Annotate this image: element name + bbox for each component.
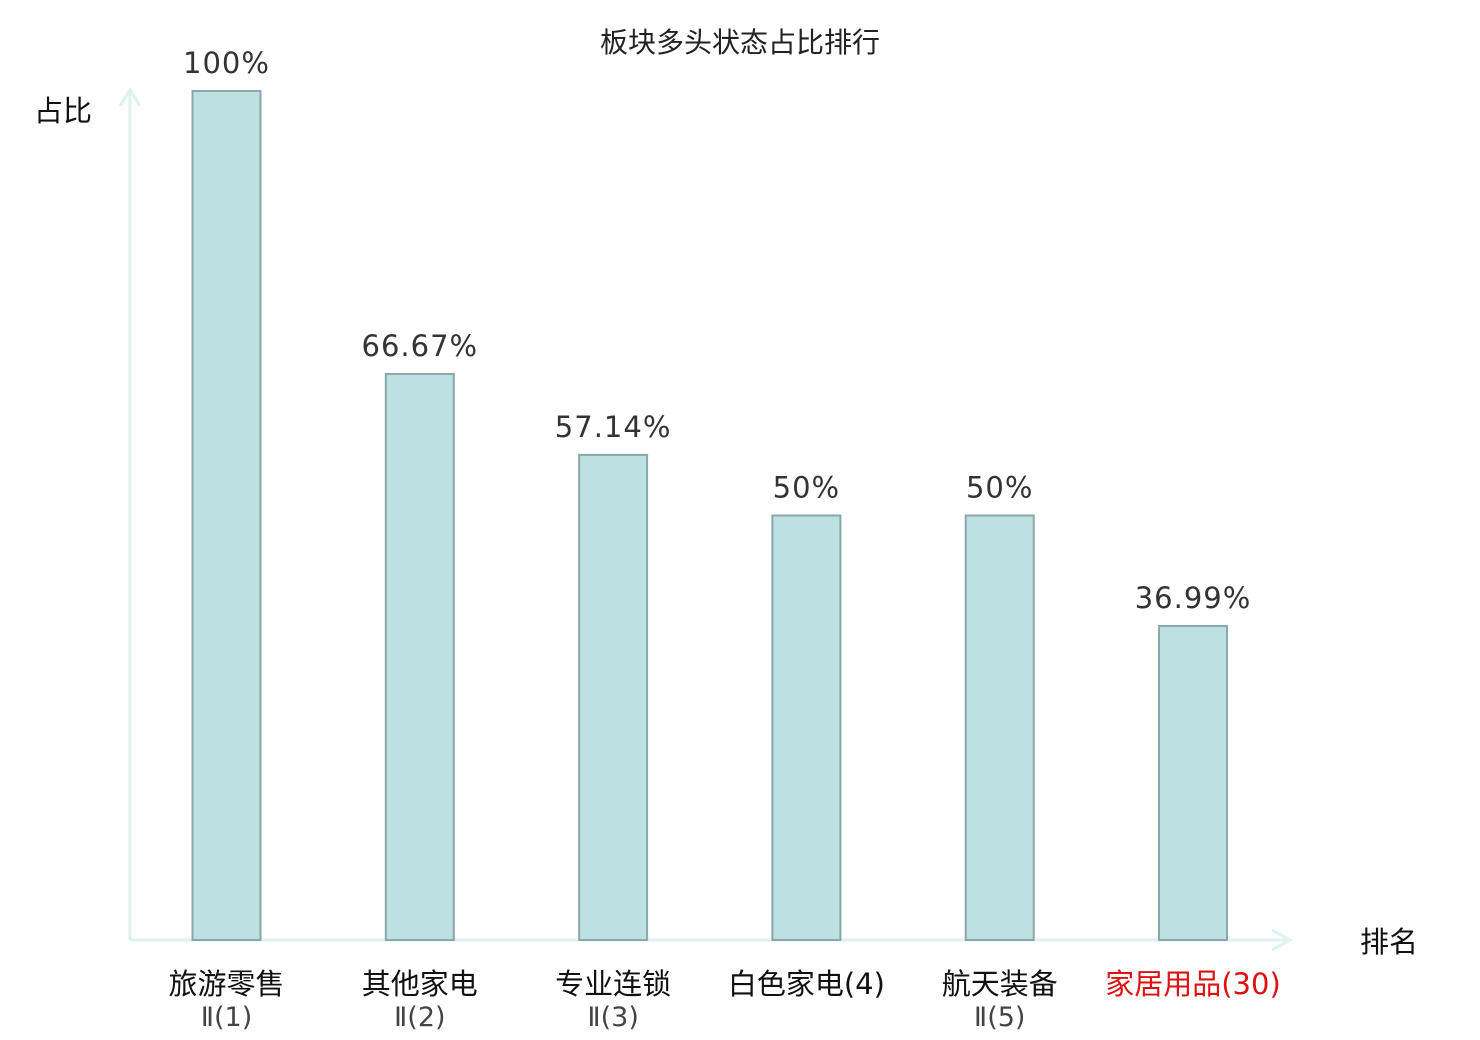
bar-value-label: 57.14% bbox=[555, 410, 672, 444]
chart-title: 板块多头状态占比排行 bbox=[600, 26, 880, 59]
bar bbox=[191, 90, 262, 941]
bar bbox=[578, 453, 649, 941]
category-label: 白色家电(4) bbox=[728, 967, 885, 1001]
category-rank-label: Ⅱ(1) bbox=[201, 1002, 253, 1033]
bar-value-label: 100% bbox=[183, 46, 270, 80]
category-rank-label: Ⅱ(2) bbox=[394, 1002, 446, 1033]
bar-value-label: 66.67% bbox=[362, 329, 479, 363]
category-label: 航天装备 bbox=[942, 967, 1058, 1001]
category-rank-label: Ⅱ(3) bbox=[587, 1002, 639, 1033]
bar bbox=[1158, 624, 1228, 941]
bar bbox=[384, 372, 455, 942]
y-axis-arrow-icon bbox=[118, 87, 142, 107]
category-label: 旅游零售 bbox=[168, 967, 284, 1001]
bar bbox=[771, 514, 842, 941]
category-rank-label: Ⅱ(5) bbox=[974, 1002, 1026, 1033]
category-label: 家居用品(30) bbox=[1105, 967, 1281, 1001]
category-label: 其他家电 bbox=[362, 967, 478, 1001]
category-label: 专业连锁 bbox=[555, 967, 671, 1001]
bar-value-label: 50% bbox=[966, 471, 1033, 505]
bar-value-label: 36.99% bbox=[1135, 581, 1252, 615]
y-axis-label: 占比 bbox=[34, 94, 92, 128]
x-axis-label: 排名 bbox=[1360, 925, 1418, 959]
bar-value-label: 50% bbox=[773, 471, 840, 505]
x-axis-arrow-icon bbox=[1271, 928, 1294, 952]
bar bbox=[964, 514, 1035, 941]
